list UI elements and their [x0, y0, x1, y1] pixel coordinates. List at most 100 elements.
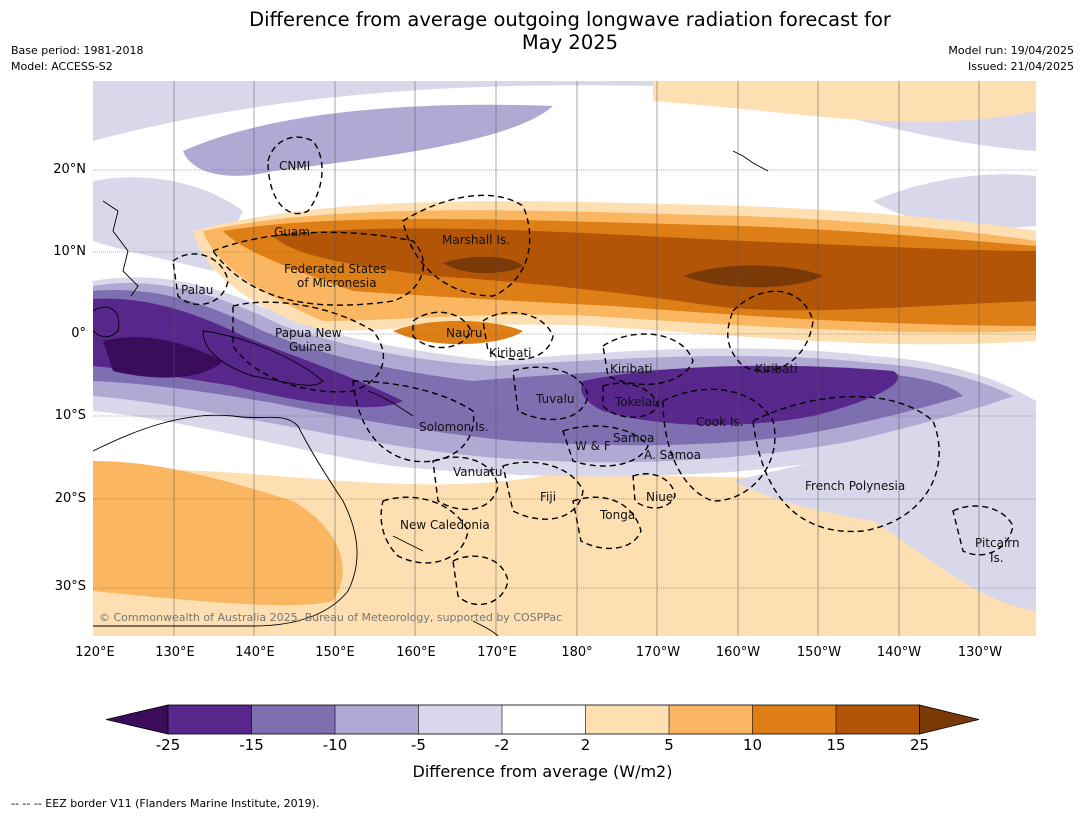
colorbar-bin-4: [418, 705, 502, 734]
label-kiribati-central: Kiribati: [610, 362, 652, 376]
label-vanuatu: Vanuatu: [453, 465, 503, 479]
meridians: [173, 81, 980, 636]
lon-label-170w: 170°W: [635, 645, 681, 660]
australia-coast: [93, 414, 358, 627]
label-marshall: Marshall Is.: [442, 233, 510, 247]
issued-date: Issued: 21/04/2025: [967, 60, 1074, 73]
label-pitcairn-2: Is.: [990, 551, 1004, 565]
meta-left: Base period: 1981-2018 Model: ACCESS-S2: [11, 43, 143, 75]
hawaii-coast: [732, 150, 769, 172]
colorbar-tick-m2: -2: [494, 736, 510, 754]
anomaly-north-lilac-2: [183, 104, 553, 176]
anomaly-purple-dark-2: [581, 365, 899, 426]
label-new-caledonia: New Caledonia: [400, 518, 490, 532]
label-niue: Niue: [646, 490, 673, 504]
eez-cook: [662, 388, 776, 502]
eez-wf-samoa: [562, 425, 649, 467]
eez-palau: [172, 253, 229, 306]
model-name: Model: ACCESS-S2: [11, 60, 113, 73]
colorbar-tick-10: 10: [742, 736, 763, 754]
eez-kiribati-west: [482, 311, 554, 361]
eez-marshall: [402, 194, 531, 297]
colorbar-tick-25: 25: [909, 736, 930, 754]
colorbar-tick-m5: -5: [411, 736, 426, 754]
colorbar-extend-low: [106, 704, 169, 735]
anomaly-band-core-1: [443, 256, 523, 274]
eez-new-caledonia: [380, 496, 469, 564]
philippines-coast: [102, 200, 139, 297]
eez-cnmi: [267, 136, 323, 215]
colorbar-bin-6: [585, 705, 669, 734]
eez-tuvalu: [512, 366, 589, 421]
forecast-map: CNMI Guam Marshall Is. Federated States …: [93, 81, 1036, 636]
anomaly-purple-darkest: [103, 337, 223, 378]
label-tokelau: Tokelau: [614, 395, 660, 409]
model-run: Model run: 19/04/2025: [948, 44, 1074, 57]
label-png-1: Papua New: [275, 326, 342, 340]
lon-label-140w: 140°W: [876, 645, 922, 660]
label-fsm-2: of Micronesia: [297, 276, 377, 290]
lat-label-0: 0°: [71, 326, 86, 341]
lon-label-130w: 130°W: [957, 645, 1003, 660]
label-wf: W & F: [575, 439, 611, 453]
new-caledonia-coast: [392, 535, 424, 552]
label-guam: Guam: [274, 225, 310, 239]
eez-png: [232, 301, 384, 393]
anomaly-se-lilac: [733, 426, 1036, 611]
credit-text: © Commonwealth of Australia 2025, Bureau…: [99, 611, 562, 624]
colorbar-extend-high: [919, 704, 980, 735]
lon-label-120e: 120°E: [75, 645, 115, 660]
colorbar-bin-8: [752, 705, 836, 734]
lat-label-20n: 20°N: [53, 162, 86, 177]
label-asamoa: A. Samoa: [644, 448, 701, 462]
label-cnmi: CNMI: [279, 159, 310, 173]
label-solomon: Solomon Is.: [419, 420, 489, 434]
label-png-2: Guinea: [289, 340, 332, 354]
label-tuvalu: Tuvalu: [535, 392, 575, 406]
label-french-polynesia: French Polynesia: [805, 479, 905, 493]
colorbar-tick-15: 15: [826, 736, 846, 754]
colorbar-bin-9: [836, 705, 920, 734]
anomaly-ne-light-orange: [653, 81, 1036, 122]
label-tonga: Tonga: [599, 508, 635, 522]
eez-solomon: [352, 380, 475, 463]
eez-borders: [172, 136, 1014, 606]
label-cook: Cook Is.: [696, 415, 743, 429]
label-nauru: Nauru: [446, 326, 482, 340]
anomaly-purple-dark: [93, 298, 403, 408]
anomaly-band-core-2: [683, 265, 823, 288]
colorbar-bin-3: [335, 705, 419, 734]
label-fiji: Fiji: [540, 490, 556, 504]
colorbar: [106, 704, 980, 735]
eez-tonga: [572, 496, 642, 550]
lat-label-20s: 20°S: [54, 491, 86, 506]
colorbar-title: Difference from average (W/m2): [412, 762, 673, 781]
anomaly-ne-lilac: [873, 174, 1036, 228]
lon-label-150w: 150°W: [796, 645, 842, 660]
title-line-2: May 2025: [521, 31, 619, 54]
colorbar-tick-2: 2: [580, 736, 591, 754]
lon-label-160e: 160°E: [396, 645, 436, 660]
new-zealand-coast: [472, 620, 499, 636]
eez-niue: [632, 473, 676, 509]
lon-label-140e: 140°E: [235, 645, 275, 660]
eez-kiribati-central: [602, 333, 694, 386]
solomon-coast: [367, 390, 414, 417]
label-kiribati-west: Kiribati: [489, 346, 531, 360]
eez-nz: [452, 555, 509, 606]
borneo-coast: [93, 306, 120, 338]
lat-label-30s: 30°S: [54, 579, 86, 594]
meta-right: Model run: 19/04/2025 Issued: 21/04/2025: [948, 43, 1074, 75]
label-pitcairn-1: Pitcairn: [975, 536, 1020, 550]
coastlines: [93, 150, 769, 636]
colorbar-frame: [167, 704, 920, 735]
colorbar-bin-1: [168, 705, 252, 734]
eez-footnote: -- -- -- EEZ border V11 (Flanders Marine…: [11, 797, 320, 810]
eez-nauru: [412, 311, 472, 349]
colorbar-tick-5: 5: [664, 736, 674, 754]
anomaly-south-orange: [93, 461, 343, 606]
label-palau: Palau: [181, 283, 213, 297]
anomaly-nauru-orange: [393, 320, 523, 345]
lon-label-180: 180°: [561, 645, 593, 660]
lon-label-130e: 130°E: [155, 645, 195, 660]
